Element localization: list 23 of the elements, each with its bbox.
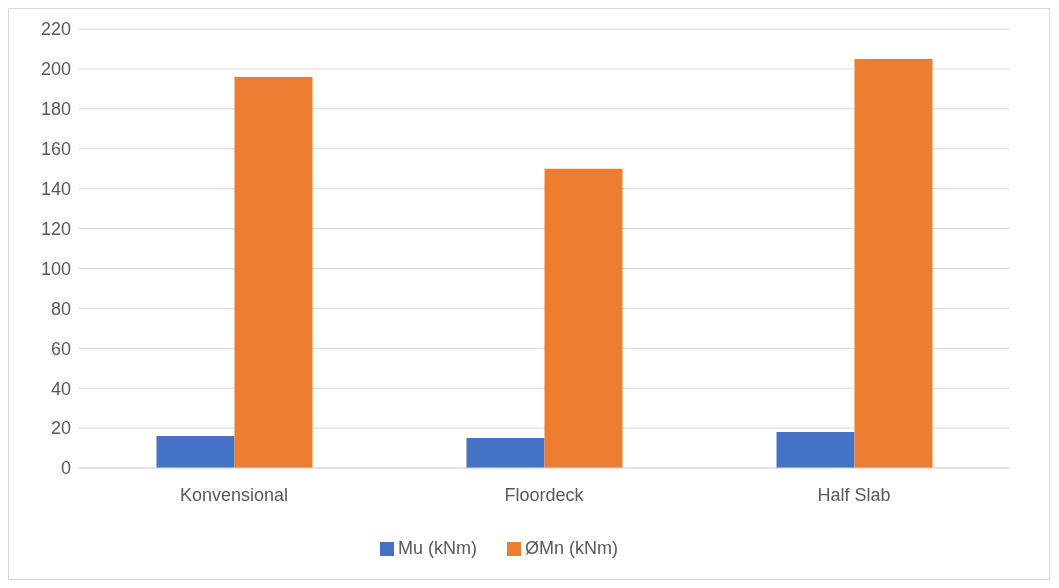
y-tick-label: 120 — [40, 218, 71, 239]
bar — [466, 438, 545, 468]
x-tick-label: Konvensional — [179, 484, 289, 505]
legend-label: ØMn (kNm) — [525, 538, 618, 558]
bar — [234, 76, 313, 468]
y-tick-label: 180 — [40, 99, 71, 120]
y-tick-label: 60 — [50, 338, 71, 359]
bar — [776, 432, 855, 468]
y-tick-label: 160 — [40, 139, 71, 160]
legend-label: Mu (kNm) — [398, 538, 477, 558]
y-tick-label: 140 — [40, 179, 71, 200]
bar — [544, 168, 623, 468]
bar — [156, 436, 235, 468]
y-tick-label: 220 — [40, 19, 71, 40]
x-tick-label: Half Slab — [817, 484, 891, 505]
bar — [854, 58, 933, 468]
y-tick-label: 40 — [50, 378, 71, 399]
y-tick-label: 100 — [40, 258, 71, 279]
y-tick-label: 80 — [50, 298, 71, 319]
x-tick-label: Floordeck — [504, 484, 585, 505]
y-tick-label: 20 — [50, 418, 71, 439]
y-tick-label: 0 — [60, 458, 71, 479]
y-tick-label: 200 — [40, 59, 71, 80]
